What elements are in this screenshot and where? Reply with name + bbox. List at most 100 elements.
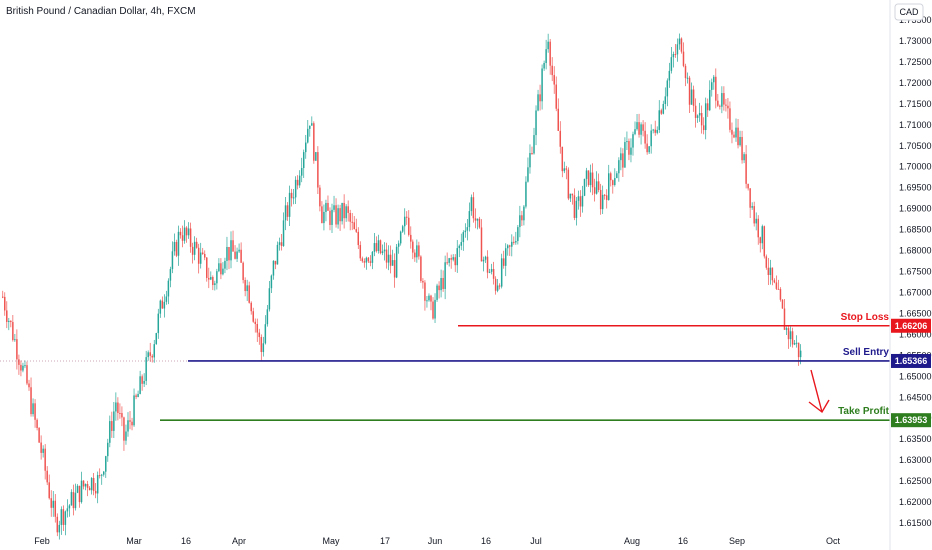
candle [444,255,446,300]
candle [80,471,83,504]
candle [579,190,582,217]
candle [694,98,697,128]
candle-body [351,221,353,223]
candle-body [430,295,432,302]
candle [12,315,14,342]
candle [773,278,776,284]
candle-body [230,240,232,261]
arrow-head [808,399,830,414]
candle [34,399,36,428]
candle-body [155,333,158,345]
candle [399,230,402,246]
candle-body [509,245,511,247]
time-axis: Feb Mar 16 Apr May 17 Jun 16 Jul Aug 16 Sep Oct [34,536,840,546]
candle [28,379,30,391]
y-tick-label: 1.71000 [899,120,932,130]
candle-body [153,344,155,358]
candle [201,247,204,255]
candle [365,256,368,270]
candle-body [698,113,701,116]
candle-body [199,252,202,264]
candle-body [504,248,507,266]
candle-body [260,337,263,353]
candle [115,392,117,421]
candle [258,328,261,345]
candle-body [28,383,30,388]
candle [674,44,677,58]
candle [100,473,103,485]
candle [496,279,499,293]
candle-body [644,130,646,144]
candle [230,231,232,269]
candle-body [686,77,689,79]
candle [212,275,214,291]
candle [565,165,568,180]
y-tick-label: 1.61500 [899,518,932,528]
candle-body [791,331,794,345]
candle-body [327,202,329,211]
candle [616,171,618,179]
x-tick-label: 17 [380,536,390,546]
candle-body [123,417,125,441]
candle [753,201,755,227]
candle-body [709,89,711,111]
candle-body [462,232,465,243]
candle-body [767,267,770,276]
y-tick-label: 1.66500 [899,308,932,318]
candle-body [335,205,337,225]
candle [82,480,85,490]
candle-body [648,146,650,153]
candle [165,290,168,305]
candle [339,204,341,231]
candle [466,218,469,241]
candle-body [52,500,54,508]
candle [787,326,790,349]
candle-body [216,271,218,284]
currency-button-frame[interactable] [894,3,924,21]
candle [549,38,551,75]
candle-body [206,257,208,278]
candle [622,148,624,177]
candle [319,184,321,212]
candle [478,216,481,229]
y-tick-label: 1.71500 [899,99,932,109]
candle-body [169,269,172,281]
candle-body [387,254,390,263]
candle-body [775,282,778,289]
candle [593,178,596,202]
candle-body [571,193,574,196]
candle-body [145,357,147,381]
candle [135,393,137,400]
candle [163,294,166,318]
candle [719,104,721,110]
candle-body [565,168,568,170]
candle-body [446,262,448,264]
candle [133,388,135,427]
candle-body [379,240,382,254]
candle [494,276,497,295]
candle [472,192,475,223]
candle [379,239,382,255]
candle-body [476,218,479,221]
candle [240,242,242,263]
candle-body [668,70,671,81]
candle [484,255,487,264]
candle-body [113,411,115,431]
candle-body [399,231,402,244]
candle [723,86,725,111]
candle [682,42,685,68]
candle-body [797,342,800,358]
candle-body [307,128,309,143]
candle-body [18,359,20,365]
candle [795,335,798,348]
candle [672,51,675,68]
candle [690,82,693,105]
candle [284,196,287,231]
candle [591,163,594,196]
candle-body [212,277,214,286]
currency-button[interactable]: CAD [894,3,924,21]
candle [315,151,317,161]
candle [274,260,277,270]
currency-label[interactable]: CAD [899,7,919,17]
candle [151,354,153,363]
